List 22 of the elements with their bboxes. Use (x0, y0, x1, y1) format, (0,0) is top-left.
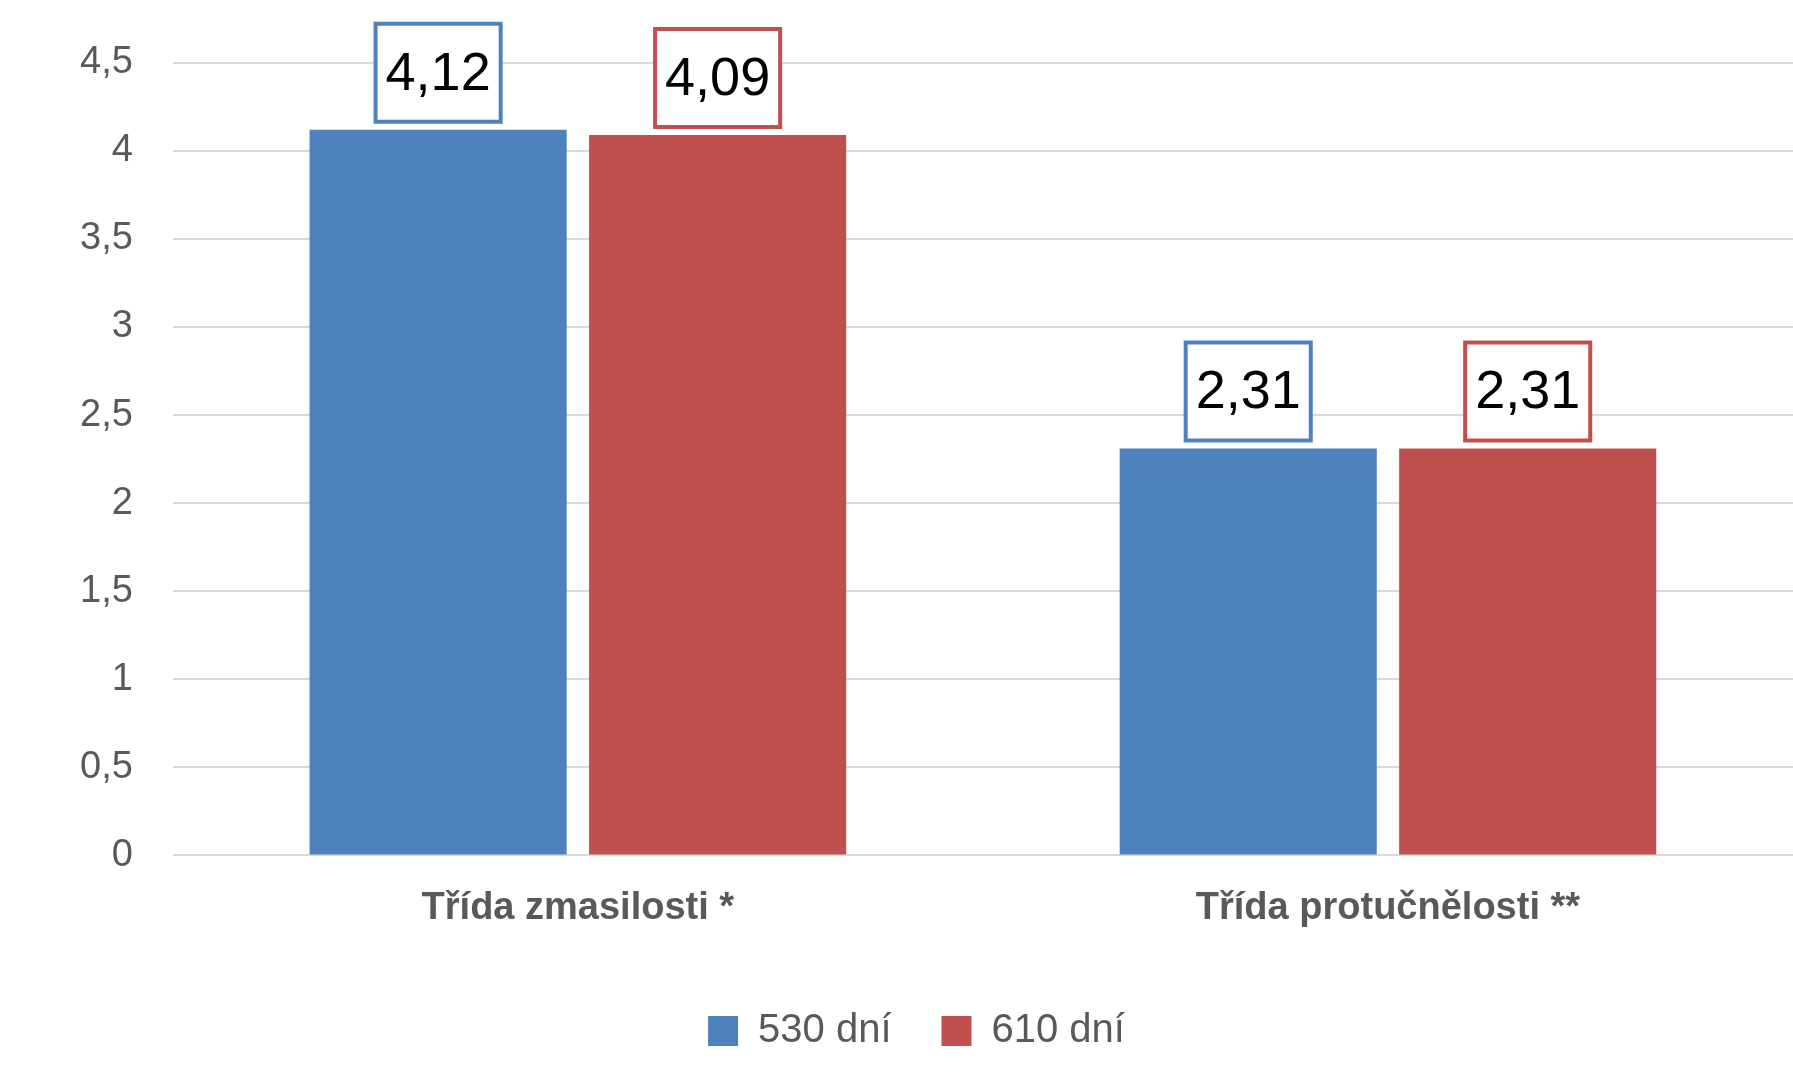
data-label: 2,31 (1475, 359, 1581, 420)
y-tick-label: 2 (111, 479, 133, 522)
y-tick-label: 4 (111, 127, 133, 170)
data-label: 2,31 (1195, 359, 1301, 420)
y-tick-label: 3,5 (80, 215, 133, 258)
y-tick-label: 1,5 (80, 567, 133, 610)
y-tick-label: 2,5 (80, 391, 133, 434)
x-tick-label: Třída protučnělosti ** (1195, 884, 1581, 927)
y-tick-label: 0,5 (80, 743, 133, 786)
bar (1399, 448, 1657, 855)
data-label: 4,12 (385, 40, 491, 101)
bar (309, 129, 567, 855)
y-tick-label: 1 (111, 655, 133, 698)
y-tick-label: 4,5 (80, 39, 133, 82)
x-tick-label: Třída zmasilosti * (421, 884, 735, 927)
data-label: 4,09 (665, 45, 771, 106)
bar (1119, 448, 1377, 855)
legend-label: 530 dní (758, 1006, 892, 1051)
y-tick-label: 3 (111, 303, 133, 346)
legend-label: 610 dní (991, 1006, 1125, 1051)
y-tick-label: 0 (111, 831, 133, 874)
bar (589, 135, 847, 855)
